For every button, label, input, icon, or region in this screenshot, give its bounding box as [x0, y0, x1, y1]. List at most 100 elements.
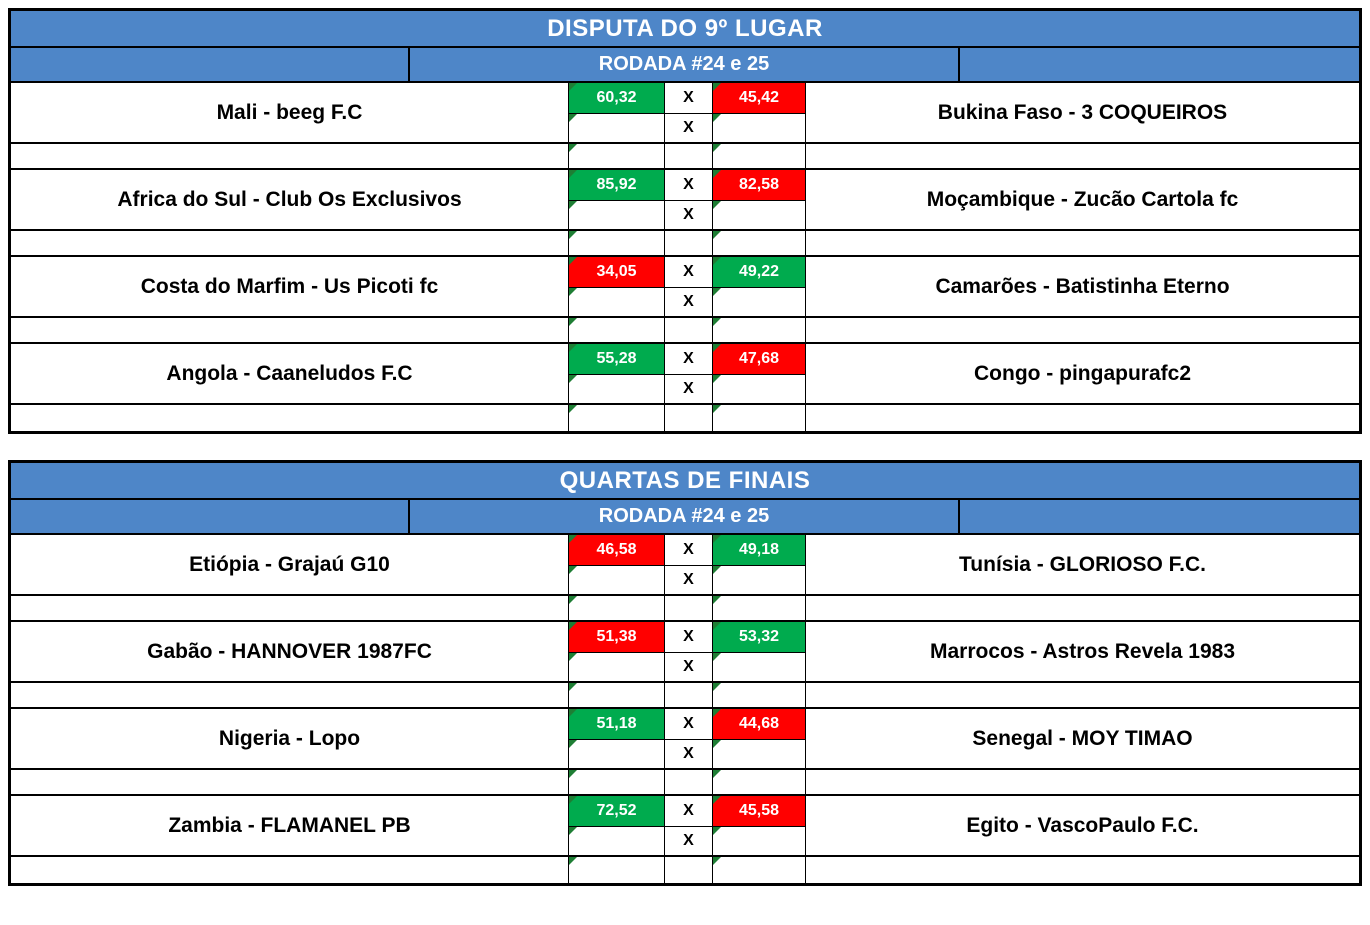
note-triangle-icon	[713, 144, 721, 152]
note-triangle-icon	[569, 83, 577, 91]
note-triangle-icon	[569, 231, 577, 239]
note-triangle-icon	[713, 257, 721, 265]
versus-separator: X	[665, 653, 713, 681]
home-team-name: Africa do Sul - Club Os Exclusivos	[117, 187, 462, 211]
away-score-cell: 44,68	[713, 709, 806, 740]
home-score-cell: 55,28	[568, 344, 665, 375]
empty-score-cell	[568, 770, 665, 794]
home-score-cell: 60,32	[568, 83, 665, 114]
round-label: RODADA #24 e 25	[410, 500, 960, 533]
empty-score-cell	[713, 144, 806, 168]
versus-separator: X	[665, 114, 713, 142]
away-score-cell: 45,42	[713, 83, 806, 114]
note-triangle-icon	[713, 318, 721, 326]
empty-score-cell	[713, 375, 806, 403]
note-triangle-icon	[713, 375, 721, 383]
note-triangle-icon	[713, 231, 721, 239]
note-triangle-icon	[713, 405, 721, 413]
note-triangle-icon	[569, 318, 577, 326]
away-score: 53,32	[738, 628, 780, 645]
note-triangle-icon	[569, 288, 577, 296]
empty-cell	[665, 596, 713, 620]
versus-separator: X	[665, 622, 713, 653]
section-quartas-de-finais: QUARTAS DE FINAIS RODADA #24 e 25 Etiópi…	[8, 460, 1362, 886]
home-team-name: Costa do Marfim - Us Picoti fc	[140, 274, 439, 298]
empty-score-cell	[568, 653, 665, 681]
home-score: 60,32	[596, 89, 637, 106]
home-score-cell: 51,18	[568, 709, 665, 740]
empty-score-cell	[568, 201, 665, 229]
away-team-name: Camarões - Batistinha Eterno	[935, 274, 1230, 298]
home-score: 46,58	[596, 541, 637, 558]
away-score: 45,42	[738, 89, 780, 106]
empty-score-cell	[713, 827, 806, 855]
home-score-cell: 72,52	[568, 796, 665, 827]
note-triangle-icon	[713, 566, 721, 574]
match-row: Costa do Marfim - Us Picoti fc 34,05 X 4…	[11, 257, 1359, 318]
versus-separator: X	[665, 796, 713, 827]
note-triangle-icon	[569, 170, 577, 178]
note-triangle-icon	[713, 709, 721, 717]
note-triangle-icon	[713, 740, 721, 748]
note-triangle-icon	[569, 201, 577, 209]
home-score-cell: 85,92	[568, 170, 665, 201]
note-triangle-icon	[713, 288, 721, 296]
note-triangle-icon	[569, 114, 577, 122]
note-triangle-icon	[713, 827, 721, 835]
empty-score-cell	[713, 596, 806, 620]
empty-score-cell	[713, 318, 806, 342]
away-score-cell: 49,18	[713, 535, 806, 566]
empty-score-cell	[568, 231, 665, 255]
empty-score-cell	[713, 288, 806, 316]
empty-score-cell	[568, 405, 665, 431]
away-score-cell: 53,32	[713, 622, 806, 653]
note-triangle-icon	[569, 857, 577, 865]
note-triangle-icon	[713, 596, 721, 604]
home-score: 34,05	[596, 263, 637, 280]
versus-separator: X	[665, 201, 713, 229]
match-row: Africa do Sul - Club Os Exclusivos 85,92…	[11, 170, 1359, 231]
empty-score-cell	[713, 770, 806, 794]
away-score: 45,58	[738, 802, 780, 819]
note-triangle-icon	[569, 653, 577, 661]
note-triangle-icon	[569, 257, 577, 265]
empty-cell	[665, 405, 713, 431]
note-triangle-icon	[569, 709, 577, 717]
empty-score-cell	[568, 318, 665, 342]
away-team-name: Moçambique - Zucão Cartola fc	[926, 187, 1239, 211]
note-triangle-icon	[713, 683, 721, 691]
empty-score-cell	[568, 144, 665, 168]
note-triangle-icon	[569, 344, 577, 352]
home-team-name: Gabão - HANNOVER 1987FC	[147, 639, 432, 663]
note-triangle-icon	[569, 144, 577, 152]
home-score: 72,52	[596, 802, 637, 819]
note-triangle-icon	[713, 857, 721, 865]
home-team-name: Etiópia - Grajaú G10	[189, 552, 390, 576]
empty-cell	[665, 770, 713, 794]
empty-score-cell	[568, 566, 665, 594]
away-score: 49,22	[738, 263, 780, 280]
spacer-row	[11, 857, 1359, 883]
away-score: 82,58	[738, 176, 780, 193]
section-title: DISPUTA DO 9º LUGAR	[11, 11, 1359, 48]
empty-score-cell	[568, 596, 665, 620]
note-triangle-icon	[569, 596, 577, 604]
spacer-row	[11, 318, 1359, 344]
empty-score-cell	[568, 683, 665, 707]
empty-score-cell	[568, 375, 665, 403]
empty-score-cell	[713, 740, 806, 768]
section-disputa-9-lugar: DISPUTA DO 9º LUGAR RODADA #24 e 25 Mali…	[8, 8, 1362, 434]
away-score-cell: 49,22	[713, 257, 806, 288]
empty-score-cell	[713, 653, 806, 681]
home-score-cell: 46,58	[568, 535, 665, 566]
home-score-cell: 34,05	[568, 257, 665, 288]
note-triangle-icon	[569, 405, 577, 413]
home-team-name: Angola - Caaneludos F.C	[166, 361, 413, 385]
spacer-row	[11, 144, 1359, 170]
note-triangle-icon	[713, 653, 721, 661]
away-team-name: Egito - VascoPaulo F.C.	[966, 813, 1199, 837]
note-triangle-icon	[569, 827, 577, 835]
empty-cell	[665, 683, 713, 707]
home-score: 51,18	[596, 715, 637, 732]
home-score-cell: 51,38	[568, 622, 665, 653]
